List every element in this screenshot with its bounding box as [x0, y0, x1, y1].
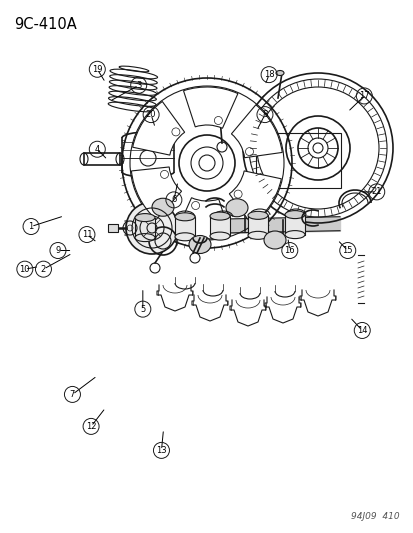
Text: 13: 13 [156, 446, 166, 455]
Text: 2: 2 [41, 265, 46, 273]
Text: 12: 12 [85, 422, 96, 431]
Ellipse shape [135, 233, 154, 241]
Text: 21: 21 [370, 188, 381, 196]
Bar [175, 217, 195, 237]
Wedge shape [131, 167, 181, 220]
Text: 6: 6 [171, 196, 176, 204]
Wedge shape [132, 101, 184, 155]
Bar [255, 133, 340, 188]
Ellipse shape [284, 211, 304, 219]
Text: 14: 14 [356, 326, 367, 335]
Ellipse shape [263, 231, 285, 249]
Bar [209, 216, 230, 236]
Text: 5: 5 [140, 305, 145, 313]
Ellipse shape [275, 70, 283, 76]
Text: 11: 11 [81, 230, 92, 239]
Ellipse shape [175, 213, 195, 221]
Text: 8: 8 [262, 110, 267, 119]
Ellipse shape [175, 233, 195, 241]
Text: 16: 16 [284, 246, 294, 255]
Ellipse shape [209, 212, 230, 220]
Text: 18: 18 [263, 70, 274, 79]
Text: 19: 19 [92, 65, 102, 74]
Ellipse shape [152, 198, 173, 216]
Bar [84, 153, 120, 165]
Ellipse shape [209, 232, 230, 240]
Ellipse shape [247, 212, 267, 220]
Text: 7: 7 [70, 390, 75, 399]
Text: 17: 17 [358, 92, 369, 100]
Text: 20: 20 [145, 110, 156, 119]
Text: 15: 15 [342, 246, 352, 255]
Bar [135, 217, 154, 238]
Text: 4: 4 [95, 145, 100, 154]
Bar [108, 224, 118, 232]
Ellipse shape [135, 214, 154, 222]
Wedge shape [229, 171, 281, 224]
Ellipse shape [189, 236, 211, 254]
Bar [284, 215, 304, 235]
Wedge shape [183, 87, 237, 128]
Ellipse shape [284, 231, 304, 239]
Ellipse shape [247, 231, 267, 239]
Circle shape [126, 202, 178, 254]
Text: 1: 1 [28, 222, 33, 231]
Text: 9C-410A: 9C-410A [14, 17, 76, 32]
Text: 9: 9 [55, 246, 60, 255]
Wedge shape [231, 105, 282, 158]
Wedge shape [176, 198, 230, 239]
Text: 3: 3 [136, 81, 141, 90]
Bar [247, 215, 267, 236]
Ellipse shape [225, 199, 247, 217]
Text: 94J09  410: 94J09 410 [351, 512, 399, 521]
Text: 10: 10 [19, 265, 30, 273]
